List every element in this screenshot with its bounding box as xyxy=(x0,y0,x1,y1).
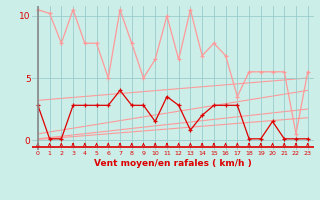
X-axis label: Vent moyen/en rafales ( km/h ): Vent moyen/en rafales ( km/h ) xyxy=(94,159,252,168)
